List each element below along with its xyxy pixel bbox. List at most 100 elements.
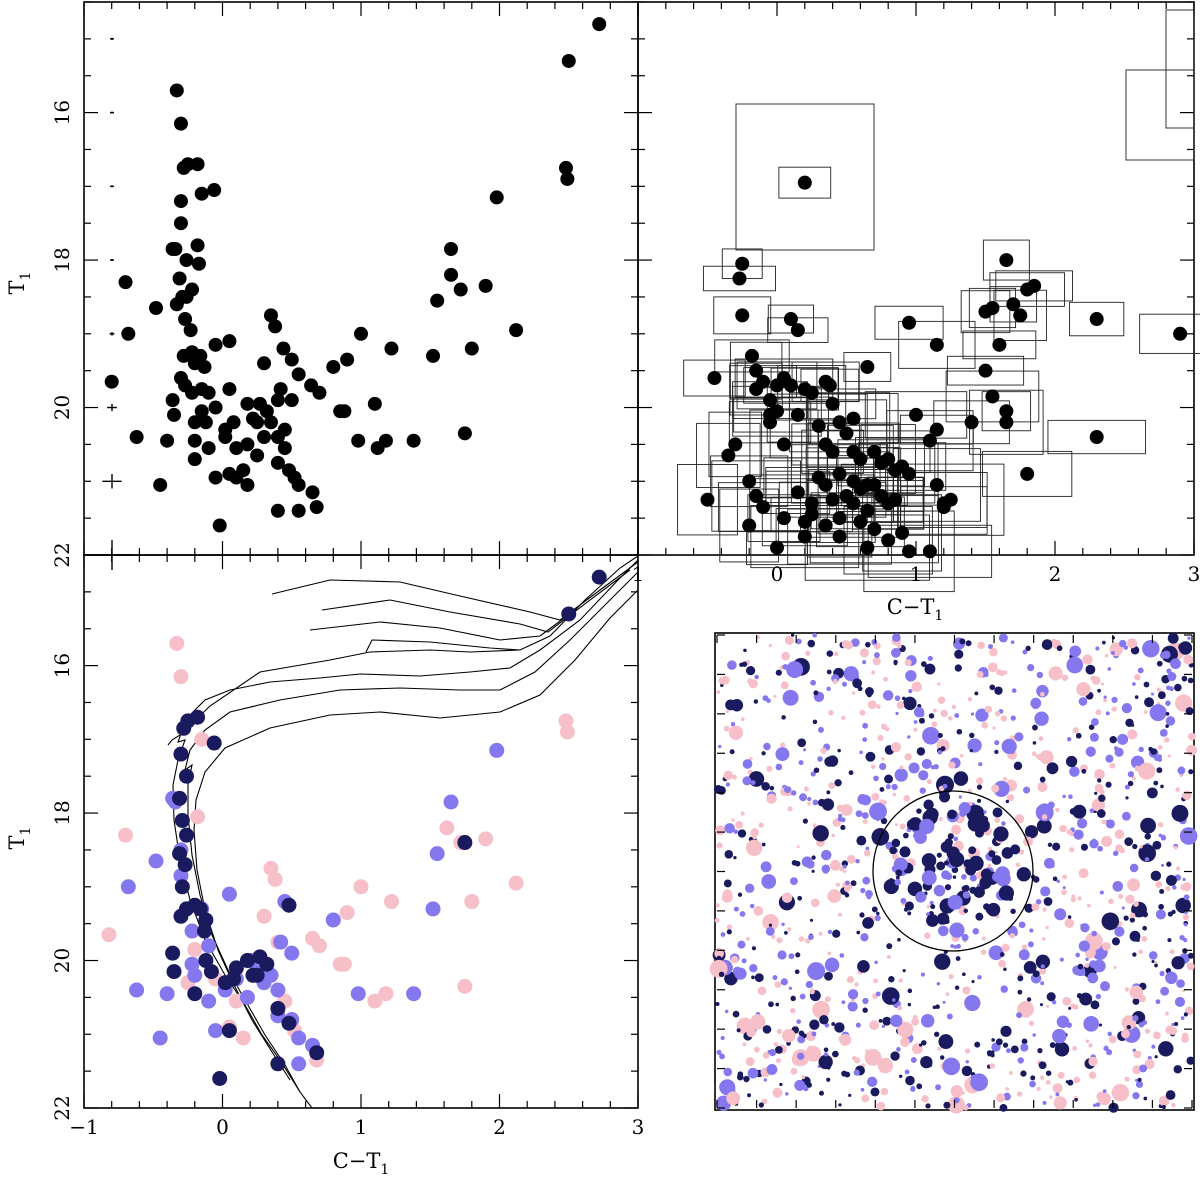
field-star xyxy=(1150,692,1155,696)
field-star xyxy=(1040,886,1051,897)
field-star xyxy=(939,1055,945,1060)
data-point xyxy=(121,326,136,341)
error-box xyxy=(960,290,1011,334)
field-star xyxy=(907,988,913,994)
field-star xyxy=(1076,818,1088,829)
data-point xyxy=(178,768,194,784)
data-point xyxy=(783,378,798,393)
field-star xyxy=(1146,787,1158,799)
field-star xyxy=(713,784,723,794)
error-box xyxy=(879,442,939,506)
data-point xyxy=(464,894,480,910)
field-star xyxy=(897,937,901,942)
field-star xyxy=(937,749,943,755)
field-star xyxy=(860,1087,865,1092)
field-star xyxy=(852,678,863,689)
field-star xyxy=(741,958,747,964)
field-star xyxy=(1148,951,1158,960)
field-star xyxy=(1027,941,1034,948)
field-star xyxy=(782,1028,796,1043)
data-point xyxy=(804,385,819,400)
field-star xyxy=(924,663,936,675)
field-star xyxy=(988,662,998,673)
data-point xyxy=(558,713,574,729)
data-point xyxy=(783,312,798,327)
field-star xyxy=(862,660,867,665)
field-star xyxy=(1056,1015,1070,1029)
data-point xyxy=(187,941,203,957)
cluster-star xyxy=(963,908,969,914)
field-star xyxy=(715,1002,720,1007)
field-star xyxy=(1167,938,1172,943)
data-point xyxy=(201,993,217,1009)
field-star xyxy=(777,950,787,960)
field-star xyxy=(888,975,895,983)
field-star xyxy=(1017,1057,1024,1064)
field-star xyxy=(904,1069,910,1075)
cluster-star xyxy=(976,818,990,833)
field-star xyxy=(1158,1041,1174,1057)
bottom-left-ylabel: T1 xyxy=(5,827,34,850)
field-star xyxy=(916,808,922,814)
field-star xyxy=(775,1002,780,1007)
bottom-left-xlabel: C−T1 xyxy=(333,1149,390,1178)
field-star xyxy=(989,1063,995,1069)
data-point xyxy=(378,986,394,1002)
field-star xyxy=(886,943,893,950)
field-star xyxy=(1036,1086,1041,1091)
field-star xyxy=(1155,909,1166,920)
field-star xyxy=(894,768,908,782)
field-star xyxy=(850,998,855,1003)
points-layer xyxy=(101,17,1188,1087)
y-tick-label: 22 xyxy=(50,1095,74,1120)
field-star xyxy=(1126,1024,1131,1030)
field-star xyxy=(1097,845,1103,852)
field-star xyxy=(797,895,803,901)
field-star xyxy=(1046,992,1056,1002)
top-left-ylabel: T1 xyxy=(5,272,34,295)
field-star xyxy=(1009,933,1015,939)
field-star xyxy=(805,1045,822,1062)
field-star xyxy=(959,638,966,645)
data-point xyxy=(707,371,722,386)
field-star xyxy=(865,687,874,696)
field-star xyxy=(782,689,799,706)
field-star xyxy=(747,678,754,685)
data-point xyxy=(378,433,393,448)
field-star xyxy=(745,1057,755,1066)
field-star xyxy=(839,953,845,958)
field-star xyxy=(1106,1049,1113,1056)
field-star xyxy=(890,742,901,753)
data-point xyxy=(104,374,119,389)
field-star xyxy=(1144,857,1150,862)
data-point xyxy=(184,956,200,972)
field-star xyxy=(784,931,788,935)
data-point xyxy=(187,415,202,430)
data-point xyxy=(853,452,868,467)
field-star xyxy=(720,1035,725,1041)
data-point xyxy=(268,319,283,334)
field-star xyxy=(1129,930,1141,942)
data-point xyxy=(160,433,175,448)
data-point xyxy=(860,540,875,555)
field-star xyxy=(1142,1020,1148,1025)
field-star xyxy=(1174,683,1182,692)
field-star xyxy=(745,839,763,857)
field-star xyxy=(1178,642,1187,652)
field-star xyxy=(895,875,900,880)
field-star xyxy=(1038,967,1047,975)
data-point xyxy=(558,160,573,175)
field-star xyxy=(1134,695,1139,699)
field-star xyxy=(862,917,874,929)
data-point xyxy=(179,253,194,268)
field-star xyxy=(1067,1079,1074,1086)
field-star xyxy=(788,986,792,990)
panel-top-left-frame xyxy=(83,1,639,556)
data-point xyxy=(909,407,923,422)
data-point xyxy=(284,352,299,367)
data-point xyxy=(797,529,812,544)
field-star xyxy=(926,779,932,785)
field-star xyxy=(1078,697,1088,706)
field-star xyxy=(1132,1015,1139,1022)
field-star xyxy=(905,1075,915,1086)
